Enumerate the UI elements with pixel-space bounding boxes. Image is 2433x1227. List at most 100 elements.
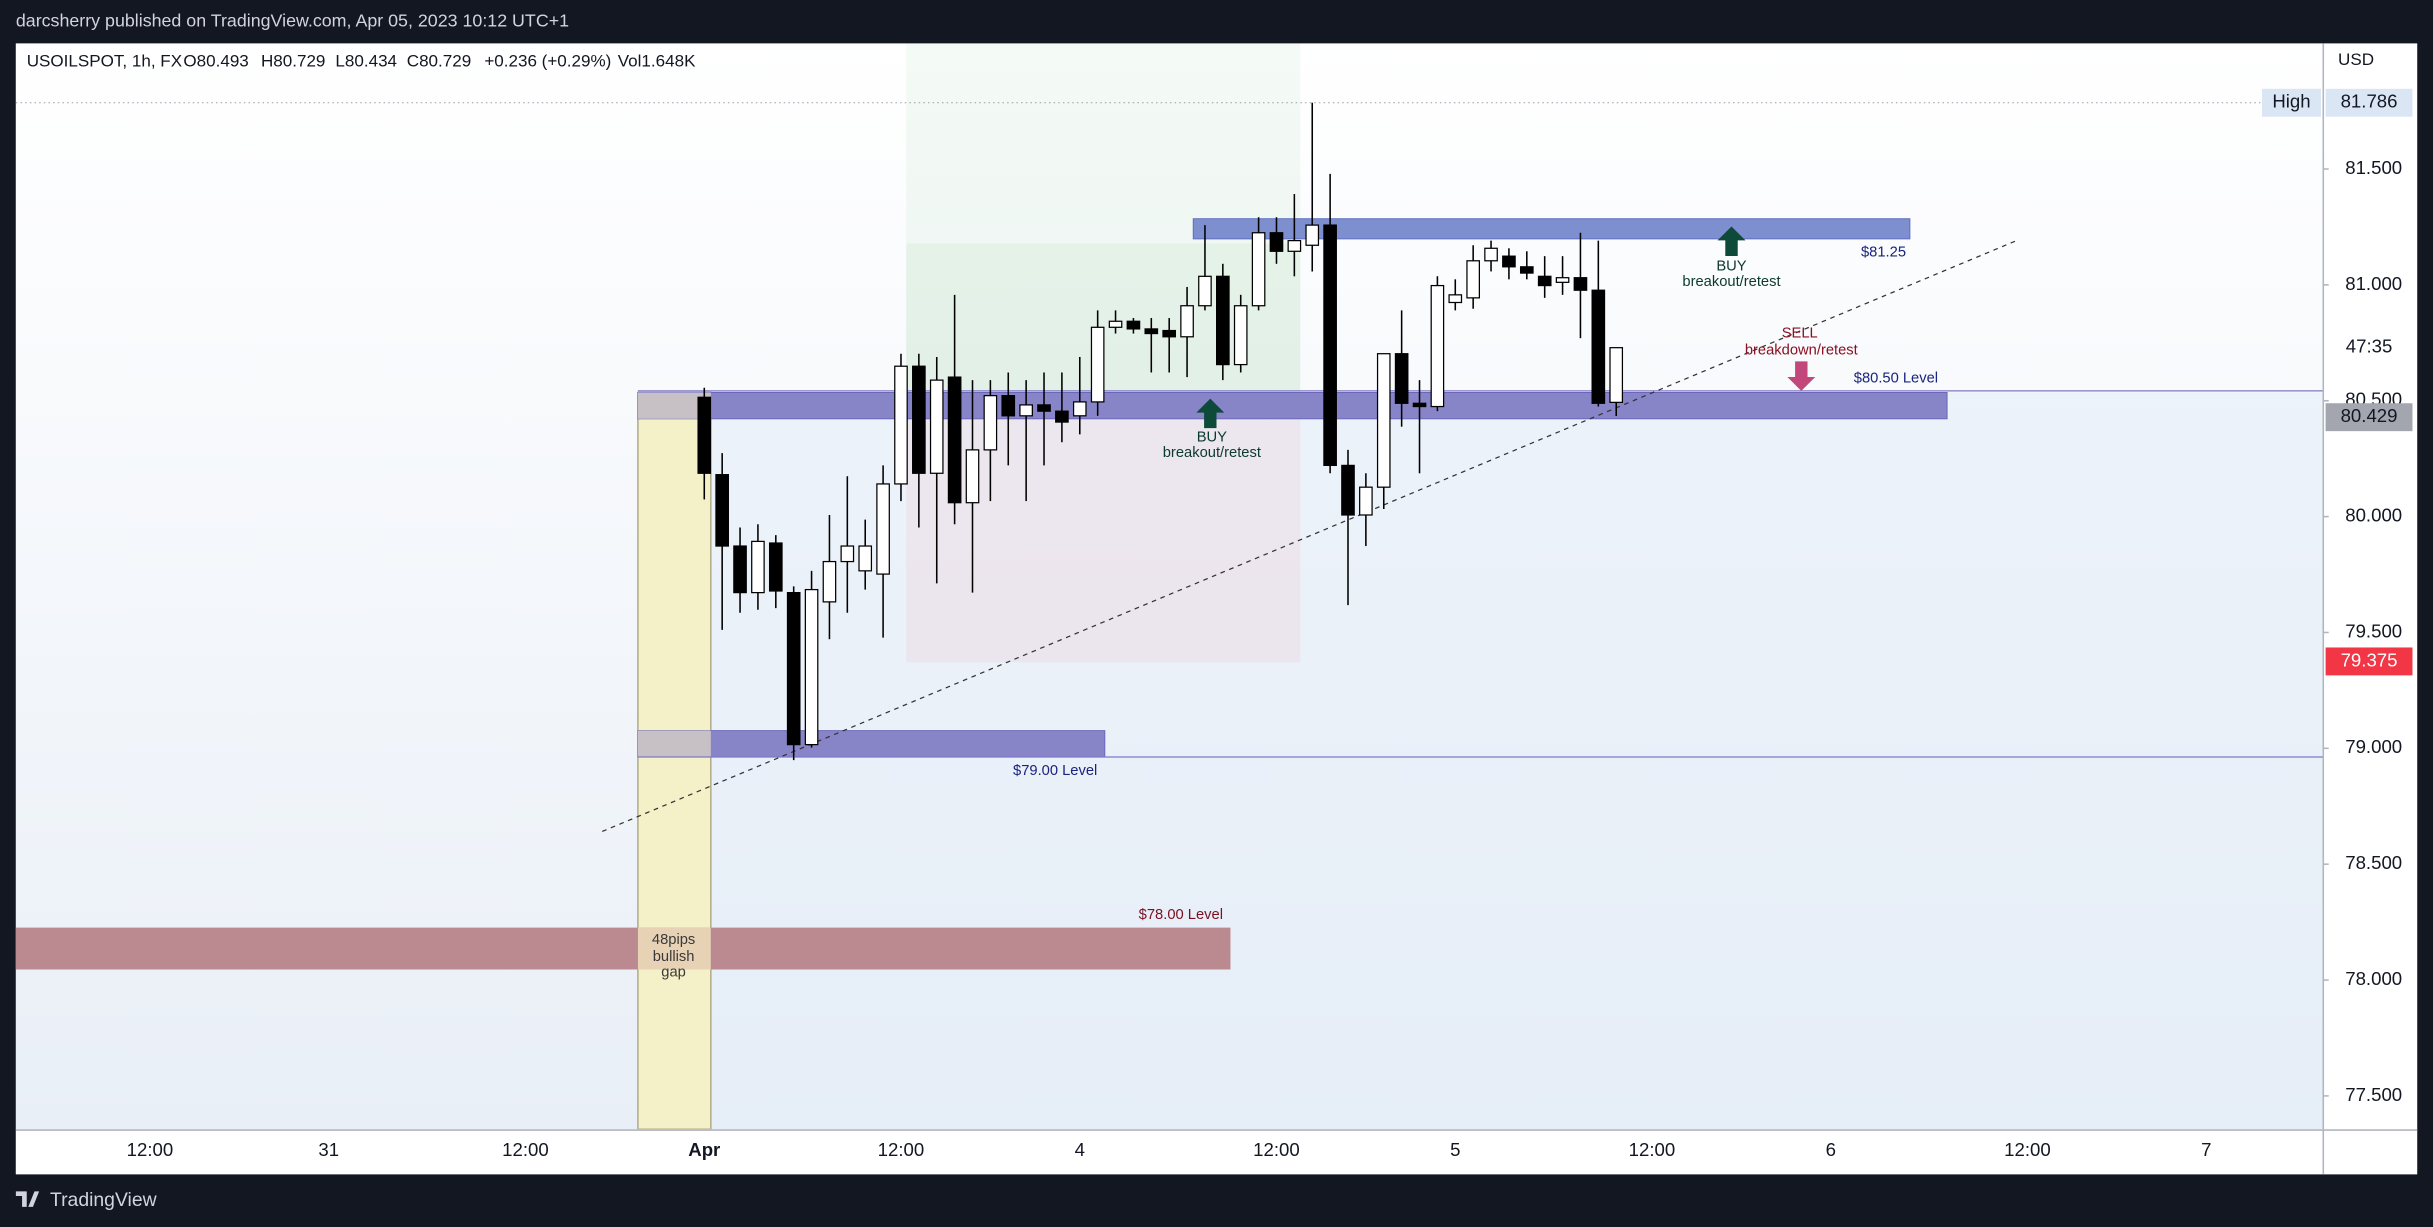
- candle-body: [768, 542, 783, 592]
- currency: USD: [2338, 50, 2374, 69]
- tag-bg: [2262, 88, 2321, 117]
- candle-body: [1502, 255, 1516, 268]
- y-tick-label: 81.500: [2345, 157, 2402, 178]
- candle-body: [1108, 320, 1123, 328]
- candle-body: [1448, 294, 1463, 304]
- legend-item: O80.493: [183, 52, 248, 71]
- candle-body: [965, 449, 980, 504]
- x-tick-label: Apr: [688, 1139, 720, 1160]
- candle-body: [804, 588, 819, 746]
- x-tick-label: 12:00: [1629, 1139, 1676, 1160]
- candle-body: [822, 560, 837, 603]
- annotation: $80.50 Level: [1854, 370, 1938, 386]
- logo-text: TradingView: [50, 1189, 158, 1211]
- candle-body: [1430, 284, 1445, 408]
- range-shade: [637, 392, 2323, 1130]
- annotation: BUY: [1197, 429, 1227, 445]
- x-tick-label: 12:00: [1253, 1139, 1300, 1160]
- candle-body: [697, 396, 712, 474]
- candle-body: [1555, 277, 1570, 283]
- zone-78: [15, 927, 1231, 970]
- candle-body: [983, 395, 998, 451]
- candle-body: [1466, 260, 1480, 299]
- legend-item: C80.729: [407, 52, 471, 71]
- x-tick-label: 5: [1450, 1139, 1460, 1160]
- candle-body: [1019, 404, 1033, 417]
- annotation: SELL: [1782, 325, 1818, 341]
- legend-item: Vol1.648K: [618, 52, 696, 71]
- candle-body: [894, 365, 908, 485]
- legend-item: H80.729: [261, 52, 325, 71]
- price-tag: High: [2272, 91, 2310, 112]
- footer: TradingView: [15, 1189, 158, 1211]
- candle-body: [1180, 305, 1194, 338]
- annotation: $78.00 Level: [1139, 907, 1223, 923]
- candle-body: [733, 545, 747, 594]
- x-tick-label: 12:00: [502, 1139, 549, 1160]
- price-label: 79.375: [2341, 649, 2398, 670]
- annotation: gap: [661, 964, 686, 980]
- y-tick-label: 80.000: [2345, 505, 2402, 526]
- buy-arrow: [1717, 226, 1746, 256]
- gap-box: [637, 391, 712, 1131]
- candle-body: [876, 483, 890, 575]
- annotation: bullish: [653, 949, 695, 965]
- countdown: 47:35: [2346, 336, 2393, 357]
- zone-80-50: [637, 391, 1948, 420]
- y-tick-label: 78.000: [2345, 968, 2402, 989]
- buy-arrow: [1196, 398, 1225, 429]
- price-label: 81.786: [2341, 91, 2398, 112]
- annotation: breakout/retest: [1682, 274, 1780, 290]
- candle-body: [1055, 410, 1069, 423]
- candle-body: [1233, 305, 1248, 366]
- annotation: $81.25: [1861, 245, 1906, 261]
- price-label: 80.429: [2341, 405, 2398, 426]
- candles: [15, 102, 2323, 761]
- candle-body: [1287, 240, 1302, 252]
- candle-body: [929, 379, 944, 474]
- gap-zone-overlap: [637, 927, 711, 970]
- legend-item: USOILSPOT, 1h, FX: [27, 52, 183, 71]
- x-tick-label: 12:00: [2004, 1139, 2051, 1160]
- candle-body: [1412, 402, 1427, 408]
- legend-item: L80.434: [335, 52, 397, 71]
- candle-body: [947, 376, 962, 504]
- y-tick-label: 79.000: [2345, 736, 2402, 757]
- time-axis: [15, 1129, 2323, 1175]
- candle-body: [786, 591, 801, 746]
- candle-body: [1126, 320, 1141, 330]
- y-tick-label: 77.500: [2345, 1084, 2402, 1105]
- annotation: $79.00 Level: [1013, 763, 1097, 779]
- x-tick-label: 6: [1826, 1139, 1836, 1160]
- annotation: breakdown/retest: [1745, 342, 1858, 358]
- candle-body: [1609, 347, 1624, 403]
- candle-body: [751, 540, 765, 594]
- candle-body: [1305, 224, 1320, 246]
- candle-body: [1090, 326, 1105, 403]
- target-zone: [906, 43, 1301, 244]
- candle-body: [1144, 328, 1159, 335]
- candle-body: [1376, 353, 1391, 488]
- candle-body: [1037, 404, 1051, 412]
- candle-body: [1484, 247, 1498, 262]
- candle-body: [1323, 224, 1337, 467]
- y-tick-label: 79.500: [2345, 620, 2402, 641]
- candle-body: [1001, 395, 1016, 417]
- candle-body: [1072, 401, 1087, 417]
- candle-body: [1359, 486, 1373, 516]
- y-tick-label: 81.000: [2345, 273, 2402, 294]
- candle-body: [715, 474, 729, 547]
- price-label-bg: [2325, 403, 2413, 432]
- annotation: 48pips: [652, 932, 695, 948]
- candle-body: [1269, 232, 1284, 252]
- x-tick-label: 12:00: [878, 1139, 925, 1160]
- candle-body: [858, 545, 873, 572]
- annotation: BUY: [1716, 259, 1746, 275]
- candle-body: [1216, 275, 1230, 366]
- logo-icon: [15, 1191, 40, 1207]
- gap-bottom: [637, 730, 711, 757]
- publish-info: darcsherry published on TradingView.com,…: [16, 10, 569, 30]
- x-tick-label: 7: [2201, 1139, 2211, 1160]
